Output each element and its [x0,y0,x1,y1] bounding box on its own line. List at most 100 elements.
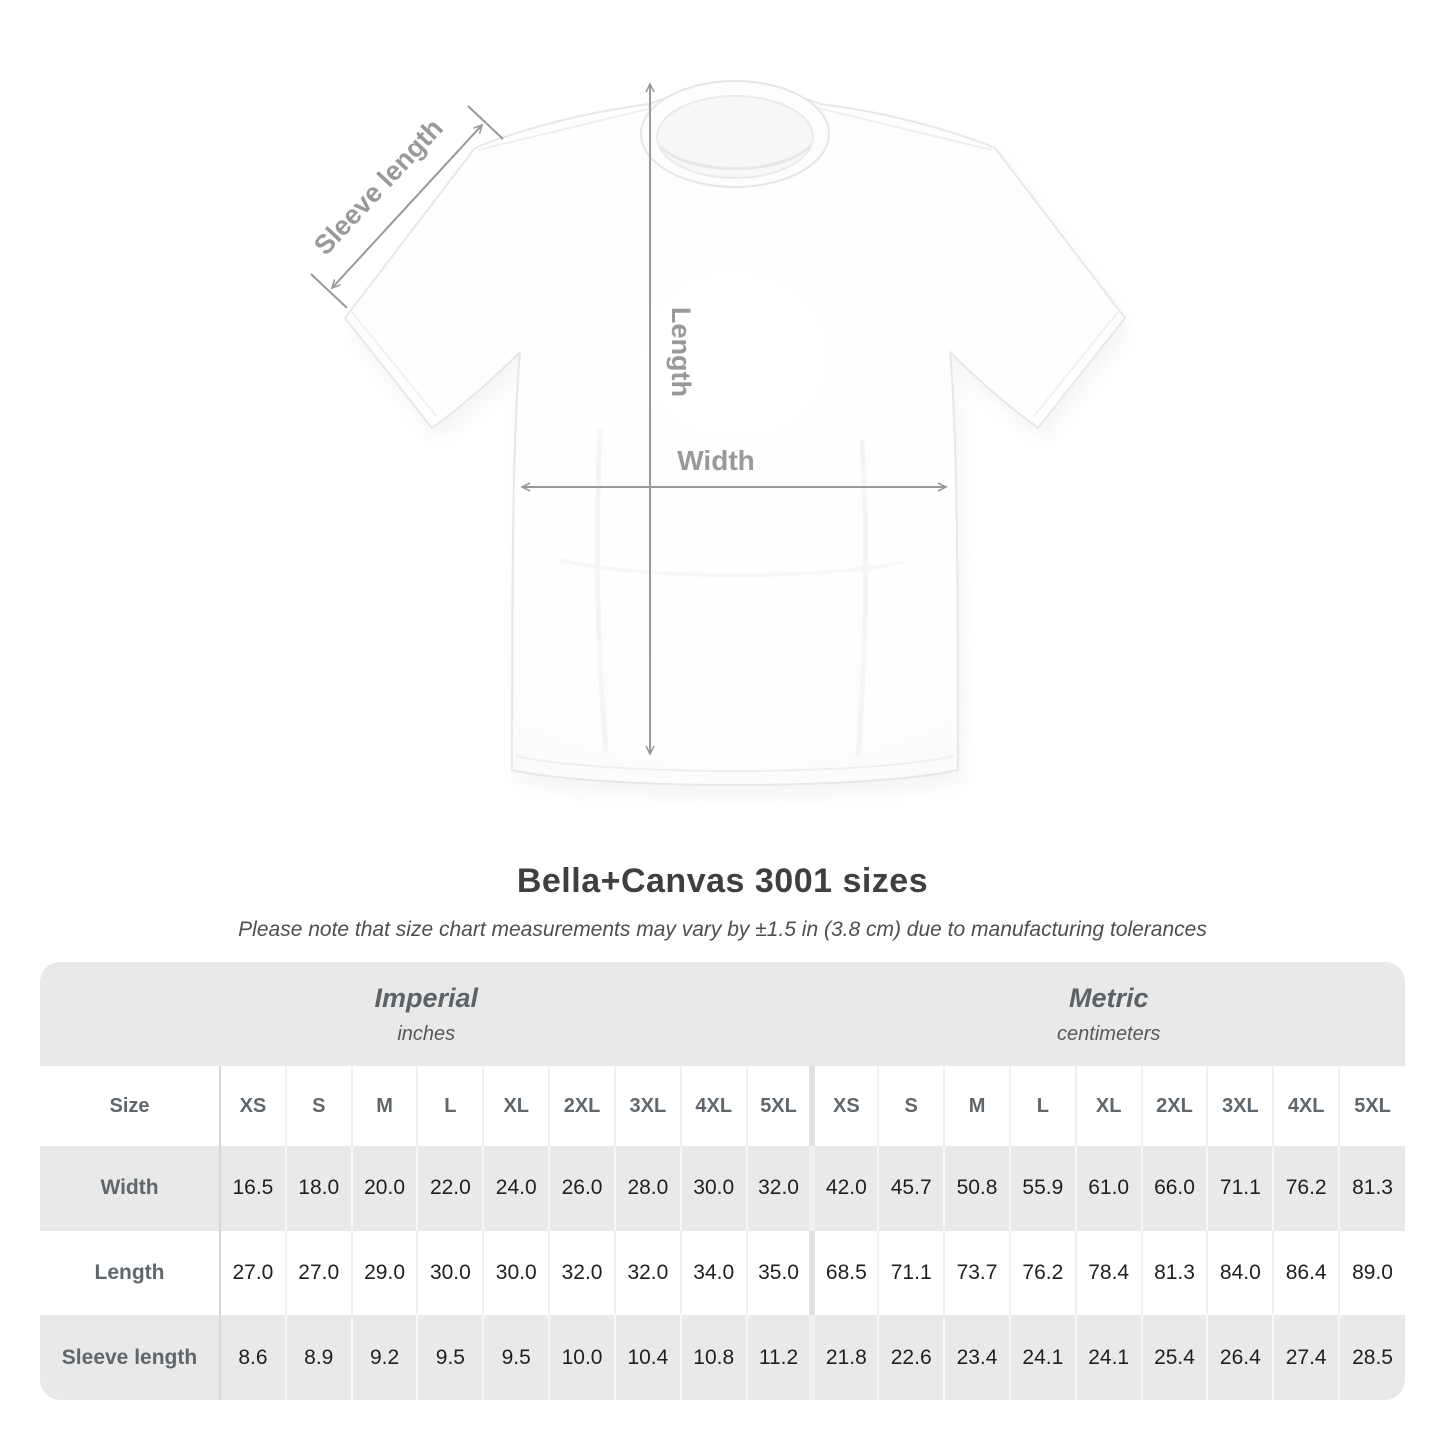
sleeve-arrow-tick-bottom [310,273,348,309]
cell-imperial-5xl: 35.0 [745,1230,813,1316]
cell-metric-m: 73.7 [943,1230,1010,1316]
collar-shade [658,144,812,170]
size-table: Imperial inches Metric centimeters Size … [40,962,1405,1400]
size-col-header-metric-s: S [877,1066,945,1146]
tshirt-body [344,91,1126,786]
cell-imperial-4xl: 34.0 [679,1230,747,1316]
cell-imperial-4xl: 10.8 [679,1315,747,1400]
sleeve-arrow [330,123,484,290]
cell-metric-l: 55.9 [1008,1146,1076,1231]
cell-metric-5xl: 81.3 [1338,1146,1405,1231]
measurement-row-width: Width 16.5 18.0 20.0 22.0 24.0 26.0 28.0 30.0 32.… [40,1146,1405,1231]
cell-imperial-l: 22.0 [416,1146,484,1231]
size-col-header-metric-m: M [943,1066,1010,1146]
page-title: Bella+Canvas 3001 sizes [516,862,929,900]
size-col-header-imperial-xs: XS [219,1066,286,1146]
cell-metric-xs: 42.0 [809,1146,879,1231]
row-label: Sleeve length [40,1315,220,1400]
cell-imperial-xl: 30.0 [482,1230,550,1316]
cell-imperial-l: 30.0 [416,1230,484,1316]
cell-imperial-2xl: 32.0 [548,1230,615,1316]
cell-imperial-3xl: 10.4 [613,1315,681,1400]
cell-metric-4xl: 27.4 [1272,1315,1340,1400]
size-col-header-imperial-4xl: 4XL [679,1066,747,1146]
cell-metric-5xl: 89.0 [1338,1230,1405,1316]
cell-imperial-2xl: 26.0 [548,1146,615,1231]
imperial-group-header: Imperial inches [40,962,813,1066]
cell-metric-xl: 24.1 [1074,1315,1142,1400]
cell-imperial-s: 8.9 [284,1315,352,1400]
width-label: Width [677,445,755,476]
size-table-body: Width 16.5 18.0 20.0 22.0 24.0 26.0 28.0 30.0 32.… [40,1146,1405,1400]
cell-metric-xs: 21.8 [809,1315,879,1400]
measurement-row-length: Length 27.0 27.0 29.0 30.0 30.0 32.0 32.0 34.0 35… [40,1230,1405,1316]
size-col-header-imperial-xl: XL [482,1066,550,1146]
cell-metric-m: 23.4 [943,1315,1010,1400]
cell-metric-xl: 61.0 [1074,1146,1142,1231]
cell-imperial-xs: 16.5 [219,1146,286,1231]
cell-metric-4xl: 86.4 [1272,1230,1340,1316]
cell-metric-m: 50.8 [943,1146,1010,1231]
tolerance-note: Please note that size chart measurements… [238,918,1207,941]
cell-imperial-xs: 8.6 [219,1315,286,1400]
metric-group-name: Metric [1068,982,1149,1013]
cuff-fold-left [351,311,437,417]
size-col-header-imperial-s: S [284,1066,352,1146]
cell-metric-5xl: 28.5 [1338,1315,1405,1400]
cell-metric-l: 24.1 [1008,1315,1076,1400]
metric-group-header: Metric centimeters [812,962,1405,1066]
cell-imperial-2xl: 10.0 [548,1315,615,1400]
unit-group-row: Imperial inches Metric centimeters [40,962,1405,1066]
cell-imperial-5xl: 11.2 [745,1315,813,1400]
cell-imperial-m: 20.0 [350,1146,418,1231]
size-col-header-imperial-5xl: 5XL [745,1066,813,1146]
size-col-header-metric-5xl: 5XL [1338,1066,1405,1146]
length-label: Length [666,307,696,397]
cell-metric-4xl: 76.2 [1272,1146,1340,1231]
size-col-header-imperial-2xl: 2XL [548,1066,615,1146]
size-col-header-metric-xs: XS [809,1066,879,1146]
cell-metric-xl: 78.4 [1074,1230,1142,1316]
size-col-header-metric-xl: XL [1074,1066,1142,1146]
row-label: Width [40,1146,220,1231]
fold-line [595,429,609,753]
size-header-row: Size XS S M L XL 2XL 3XL 4XL 5XL XS S M L XL 2XL 3XL 4XL… [40,1066,1405,1146]
shoulder-seam-left [477,107,653,151]
cell-metric-2xl: 81.3 [1140,1230,1208,1316]
cell-imperial-3xl: 28.0 [613,1146,681,1231]
cell-metric-3xl: 26.4 [1206,1315,1274,1400]
measurement-row-sleeve-length: Sleeve length 8.6 8.9 9.2 9.5 9.5 10.0 10.4 10.8… [40,1315,1405,1400]
size-col-header-metric-4xl: 4XL [1272,1066,1340,1146]
tshirt-svg: Sleeve length Length Width [308,80,1130,797]
cell-imperial-xs: 27.0 [219,1230,286,1316]
size-col-header-imperial-3xl: 3XL [613,1066,681,1146]
imperial-group-unit: inches [397,1022,456,1045]
cell-imperial-m: 29.0 [350,1230,418,1316]
size-col-header-imperial-l: L [416,1066,484,1146]
size-col-header-metric-3xl: 3XL [1206,1066,1274,1146]
shoulder-seam-right [817,107,993,151]
cuff-fold-right [1033,311,1119,417]
fold-line [559,558,906,578]
tshirt-diagram: Sleeve length Length Width [308,80,1130,797]
cell-metric-s: 71.1 [877,1230,945,1316]
cell-metric-s: 22.6 [877,1315,945,1400]
cell-imperial-s: 27.0 [284,1230,352,1316]
cell-imperial-m: 9.2 [350,1315,418,1400]
cell-imperial-4xl: 30.0 [679,1146,747,1231]
row-label: Length [40,1230,220,1316]
sleeve-arrow-tick-top [467,105,504,140]
imperial-group-name: Imperial [374,982,478,1013]
cell-metric-l: 76.2 [1008,1230,1076,1316]
cell-metric-xs: 68.5 [809,1230,879,1316]
cell-imperial-l: 9.5 [416,1315,484,1400]
cell-metric-2xl: 25.4 [1140,1315,1208,1400]
cell-imperial-xl: 24.0 [482,1146,550,1231]
size-col-header-metric-l: L [1008,1066,1076,1146]
cell-metric-3xl: 71.1 [1206,1146,1274,1231]
cell-imperial-5xl: 32.0 [745,1146,813,1231]
cell-imperial-s: 18.0 [284,1146,352,1231]
cell-metric-s: 45.7 [877,1146,945,1231]
cell-imperial-3xl: 32.0 [613,1230,681,1316]
